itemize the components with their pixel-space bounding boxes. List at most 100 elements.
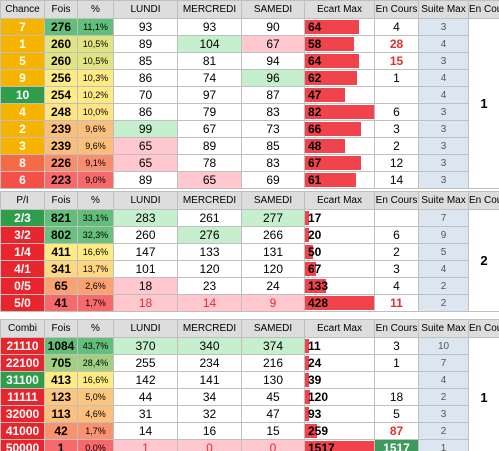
row-label: 1/4 <box>0 243 45 261</box>
table-row: 41000 42 1,7% 14 16 15 259 87 2 <box>0 422 499 440</box>
header-mercredi: MERCREDI <box>177 191 242 210</box>
ecart-max-cell: 47 <box>304 86 375 104</box>
suite-max-cell: 3 <box>418 137 469 155</box>
side-en-cours: 2 <box>468 209 499 312</box>
pct-cell: 11,1% <box>77 18 114 36</box>
lundi-cell: 283 <box>113 209 178 227</box>
table-row: 7 276 11,1% 93 93 90 64 4 3 1 <box>0 18 499 189</box>
header-lundi: LUNDI <box>113 319 178 338</box>
ecart-max-cell: 48 <box>304 137 375 155</box>
side-en-cours: 1 <box>468 337 499 451</box>
mercredi-cell: 340 <box>177 337 242 355</box>
fois-cell: 411 <box>44 243 78 261</box>
table-row: 4/1 341 13,7% 101 120 120 67 3 4 <box>0 260 499 278</box>
fois-cell: 1084 <box>44 337 78 355</box>
ecart-value: 17 <box>308 211 322 225</box>
pct-cell: 1,7% <box>77 422 114 440</box>
fois-cell: 413 <box>44 371 78 389</box>
samedi-cell: 266 <box>241 226 305 244</box>
table-row: 50000 1 0,0% 1 0 0 1517 1517 1 <box>0 439 499 451</box>
pct-cell: 9,1% <box>77 154 114 172</box>
ecart-value: 20 <box>308 228 322 242</box>
pct-cell: 32,3% <box>77 226 114 244</box>
samedi-cell: 85 <box>241 137 305 155</box>
en-cours-cell: 28 <box>374 35 419 53</box>
samedi-cell: 83 <box>241 103 305 121</box>
header-fois: Fois <box>44 191 78 210</box>
table-row: 2 239 9,6% 99 67 73 66 3 3 <box>0 120 499 138</box>
row-label: 3 <box>0 137 45 155</box>
fois-cell: 65 <box>44 277 78 295</box>
header-label: Chance <box>0 0 45 19</box>
ecart-value: 133 <box>308 279 329 293</box>
samedi-cell: 83 <box>241 154 305 172</box>
pct-cell: 2,6% <box>77 277 114 295</box>
samedi-cell: 45 <box>241 388 305 406</box>
ecart-max-cell: 67 <box>304 260 375 278</box>
lundi-cell: 86 <box>113 103 178 121</box>
ecart-value: 47 <box>308 88 322 102</box>
fois-cell: 260 <box>44 52 78 70</box>
pct-cell: 16,6% <box>77 243 114 261</box>
samedi-cell: 47 <box>241 405 305 423</box>
header-suite: Suite Max <box>418 319 469 338</box>
suite-max-cell: 9 <box>418 226 469 244</box>
en-cours-cell: 5 <box>374 405 419 423</box>
ecart-max-cell: 20 <box>304 226 375 244</box>
ecart-max-cell: 39 <box>304 371 375 389</box>
fois-cell: 802 <box>44 226 78 244</box>
ecart-value: 39 <box>308 373 322 387</box>
header-encours: En Cours <box>374 0 419 19</box>
row-label: 4 <box>0 103 45 121</box>
row-label: 3/2 <box>0 226 45 244</box>
mercredi-cell: 67 <box>177 120 242 138</box>
mercredi-cell: 0 <box>177 439 242 451</box>
suite-max-cell: 2 <box>418 388 469 406</box>
lundi-cell: 14 <box>113 422 178 440</box>
mercredi-cell: 93 <box>177 18 242 36</box>
header-lundi: LUNDI <box>113 0 178 19</box>
ecart-value: 64 <box>308 54 322 68</box>
ecart-max-cell: 61 <box>304 171 375 189</box>
lundi-cell: 85 <box>113 52 178 70</box>
mercredi-cell: 14 <box>177 294 242 312</box>
ecart-max-cell: 11 <box>304 337 375 355</box>
pct-cell: 0,0% <box>77 439 114 451</box>
fois-cell: 239 <box>44 137 78 155</box>
samedi-cell: 69 <box>241 171 305 189</box>
ecart-bar <box>305 88 345 102</box>
suite-max-cell: 10 <box>418 337 469 355</box>
header-side: En Cours <box>468 191 499 210</box>
fois-cell: 260 <box>44 35 78 53</box>
fois-cell: 226 <box>44 154 78 172</box>
en-cours-cell: 3 <box>374 337 419 355</box>
en-cours-cell: 3 <box>374 120 419 138</box>
fois-cell: 223 <box>44 171 78 189</box>
fois-cell: 42 <box>44 422 78 440</box>
samedi-cell: 73 <box>241 120 305 138</box>
pct-cell: 10,5% <box>77 35 114 53</box>
mercredi-cell: 97 <box>177 86 242 104</box>
lundi-cell: 93 <box>113 18 178 36</box>
row-label: 1 <box>0 35 45 53</box>
table-row: 32000 113 4,6% 31 32 47 93 5 3 <box>0 405 499 423</box>
suite-max-cell: 5 <box>418 243 469 261</box>
fois-cell: 41 <box>44 294 78 312</box>
ecart-max-cell: 64 <box>304 18 375 36</box>
row-label: 22100 <box>0 354 45 372</box>
table-row: 5 260 10,5% 85 81 94 64 15 3 <box>0 52 499 70</box>
ecart-bar <box>305 139 346 153</box>
table-row: 5/0 41 1,7% 18 14 9 428 11 2 <box>0 294 499 312</box>
suite-max-cell: 3 <box>418 120 469 138</box>
suite-max-cell: 3 <box>418 171 469 189</box>
row-label: 50000 <box>0 439 45 451</box>
header-mercredi: MERCREDI <box>177 0 242 19</box>
ecart-bar <box>305 407 310 421</box>
pct-cell: 13,7% <box>77 260 114 278</box>
fois-cell: 248 <box>44 103 78 121</box>
mercredi-cell: 34 <box>177 388 242 406</box>
fois-cell: 256 <box>44 69 78 87</box>
mercredi-cell: 79 <box>177 103 242 121</box>
en-cours-cell: 15 <box>374 52 419 70</box>
row-label: 0/5 <box>0 277 45 295</box>
